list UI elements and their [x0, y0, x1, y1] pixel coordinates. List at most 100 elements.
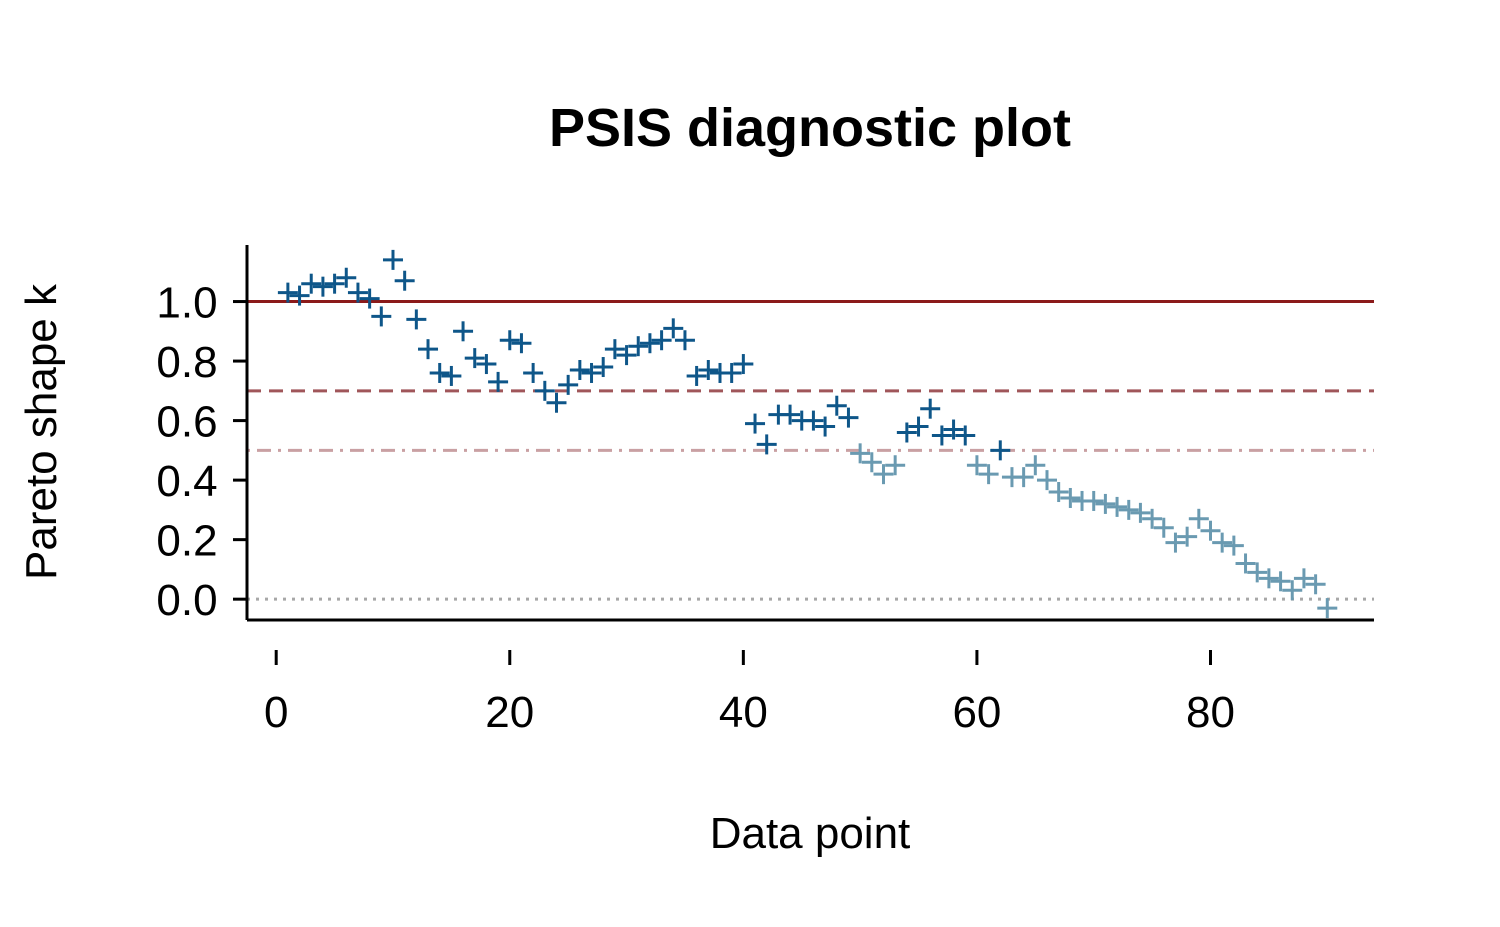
data-point	[931, 425, 952, 446]
data-point	[1118, 499, 1139, 520]
data-point	[1048, 482, 1069, 503]
x-tick-label: 20	[485, 688, 534, 737]
data-point	[558, 374, 579, 395]
x-tick-label: 40	[719, 688, 768, 737]
data-point	[593, 357, 614, 378]
data-point	[745, 413, 766, 434]
data-point	[301, 273, 322, 294]
data-point	[453, 321, 474, 342]
y-tick-label: 0.6	[156, 398, 217, 447]
data-point	[733, 354, 754, 375]
data-point	[1235, 553, 1256, 574]
data-point	[1083, 490, 1104, 511]
data-point	[1107, 496, 1128, 517]
data-point	[476, 354, 497, 375]
x-tick-label: 60	[952, 688, 1001, 737]
data-point	[943, 419, 964, 440]
data-point	[569, 360, 590, 380]
data-point	[488, 371, 509, 392]
data-point	[1177, 526, 1198, 547]
data-point	[1305, 574, 1326, 595]
y-axis-label: Pareto shape k	[17, 283, 66, 580]
data-point	[1270, 571, 1291, 592]
data-point	[826, 395, 847, 416]
data-point	[1130, 502, 1151, 523]
data-point	[850, 443, 871, 464]
data-point	[1282, 580, 1303, 601]
data-point	[663, 318, 684, 339]
data-point	[1293, 568, 1314, 589]
data-point	[534, 380, 555, 401]
data-point	[1025, 455, 1046, 476]
data-point	[324, 273, 345, 294]
data-point	[336, 267, 357, 288]
data-point	[1142, 508, 1163, 529]
data-point	[896, 422, 917, 443]
data-point	[1200, 520, 1221, 541]
data-point	[1095, 493, 1116, 514]
data-point	[966, 455, 987, 476]
data-point	[347, 282, 368, 303]
x-tick-label: 0	[264, 688, 288, 737]
y-tick-label: 0.4	[156, 457, 217, 506]
data-point	[371, 306, 392, 327]
data-point	[838, 407, 859, 428]
data-point	[1212, 532, 1233, 553]
data-point	[406, 309, 427, 330]
data-point	[546, 392, 567, 413]
data-point	[289, 285, 310, 306]
data-points	[277, 249, 1338, 619]
data-point	[990, 440, 1011, 461]
data-point	[1153, 517, 1174, 538]
data-point	[1247, 562, 1268, 583]
data-point	[698, 360, 719, 380]
data-point	[674, 330, 695, 351]
y-tick-label: 0.8	[156, 338, 217, 387]
data-point	[511, 333, 532, 354]
data-point	[523, 362, 544, 383]
data-point	[382, 249, 403, 270]
data-point	[756, 434, 777, 455]
data-point	[441, 365, 462, 386]
data-point	[312, 276, 333, 297]
x-tick-label: 80	[1186, 688, 1235, 737]
data-point	[1060, 487, 1081, 508]
data-point	[581, 362, 602, 383]
x-axis-label: Data point	[710, 809, 911, 858]
y-tick-label: 0.2	[156, 517, 217, 566]
data-point	[616, 345, 637, 366]
data-point	[1036, 470, 1057, 491]
y-tick-label: 1.0	[156, 279, 217, 328]
data-point	[721, 362, 742, 383]
data-point	[277, 282, 298, 303]
data-point	[978, 464, 999, 485]
data-point	[1188, 508, 1209, 529]
data-point	[803, 410, 824, 431]
data-point	[429, 362, 450, 383]
data-point	[908, 416, 929, 437]
data-point	[873, 464, 894, 485]
data-point	[1223, 535, 1244, 556]
data-point	[686, 365, 707, 386]
data-point	[861, 452, 882, 473]
axes: 0.0 0.2 0.4 0.6 0.8 1.0 0 20 40 60 80	[156, 245, 1374, 737]
data-point	[418, 339, 439, 360]
y-tick-label: 0.0	[156, 576, 217, 625]
data-point	[394, 270, 415, 291]
data-point	[359, 288, 380, 309]
data-point	[651, 330, 672, 351]
reference-lines	[247, 300, 1374, 601]
data-point	[464, 348, 485, 369]
data-point	[1165, 532, 1186, 553]
data-point	[920, 398, 941, 419]
data-point	[499, 330, 520, 351]
data-point	[815, 416, 836, 437]
data-point	[639, 333, 660, 354]
chart-title: PSIS diagnostic plot	[549, 98, 1071, 158]
data-point	[1258, 568, 1279, 589]
data-point	[955, 425, 976, 446]
data-point	[885, 455, 906, 476]
data-point	[1317, 598, 1338, 619]
data-point	[628, 336, 649, 357]
